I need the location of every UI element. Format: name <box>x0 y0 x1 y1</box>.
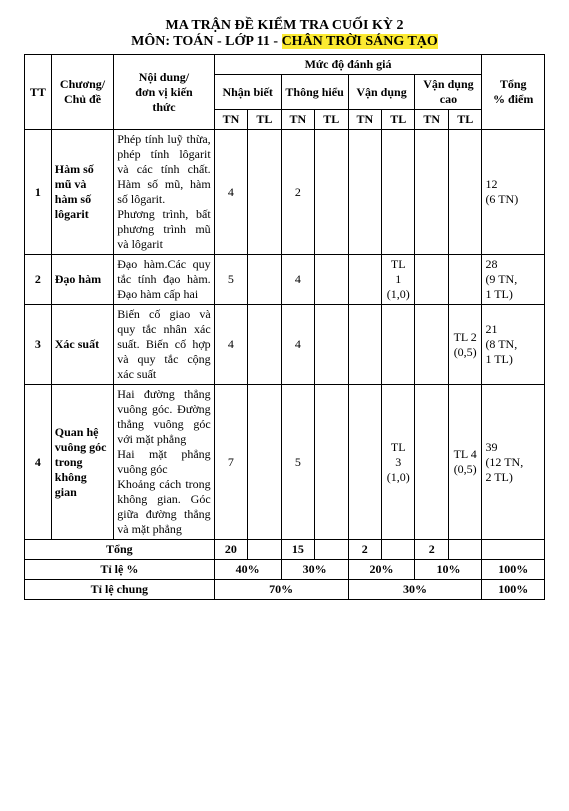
th-level-vd: Vận dụng <box>348 75 415 110</box>
row-tilechung-label: Tỉ lệ chung <box>25 580 215 600</box>
cell-vd-tn <box>348 130 381 255</box>
tot-blank <box>482 540 545 560</box>
cell-tt: 2 <box>25 255 52 305</box>
cell-vdc-tl: TL 2(0,5) <box>448 305 481 385</box>
tot-th-tl <box>315 540 348 560</box>
cell-th-tn: 4 <box>281 305 314 385</box>
row-tong-label: Tổng <box>25 540 215 560</box>
cell-vdc-tn <box>415 255 448 305</box>
cell-nb-tl <box>248 305 281 385</box>
cell-vdc-tl <box>448 130 481 255</box>
table-row: 4Quan hệ vuông góc trong không gianHai đ… <box>25 385 545 540</box>
th-noidung: Nội dung/đơn vị kiếnthức <box>114 55 214 130</box>
cell-tong: 12(6 TN) <box>482 130 545 255</box>
pct-nb: 40% <box>214 560 281 580</box>
chung-left: 70% <box>214 580 348 600</box>
cell-chude: Đạo hàm <box>51 255 113 305</box>
cell-tt: 4 <box>25 385 52 540</box>
cell-nb-tl <box>248 130 281 255</box>
cell-nb-tl <box>248 255 281 305</box>
cell-nb-tl <box>248 385 281 540</box>
pct-tong: 100% <box>482 560 545 580</box>
th-level-th: Thông hiểu <box>281 75 348 110</box>
cell-th-tn: 2 <box>281 130 314 255</box>
cell-vd-tn <box>348 385 381 540</box>
chung-right: 30% <box>348 580 482 600</box>
cell-tong: 21(8 TN,1 TL) <box>482 305 545 385</box>
cell-nb-tn: 4 <box>214 305 247 385</box>
tot-nb-tl <box>248 540 281 560</box>
th-vdc-tn: TN <box>415 110 448 130</box>
table-row: 2Đạo hàmĐạo hàm.Các quy tắc tính đạo hàm… <box>25 255 545 305</box>
tot-vd-tl <box>382 540 415 560</box>
cell-vdc-tn <box>415 130 448 255</box>
cell-tt: 3 <box>25 305 52 385</box>
cell-vd-tl <box>382 305 415 385</box>
cell-noidung: Biến cố giao và quy tắc nhân xác suất. B… <box>114 305 214 385</box>
cell-tong: 39(12 TN,2 TL) <box>482 385 545 540</box>
cell-vdc-tn <box>415 305 448 385</box>
cell-nb-tn: 4 <box>214 130 247 255</box>
cell-nb-tn: 5 <box>214 255 247 305</box>
cell-th-tl <box>315 255 348 305</box>
cell-vd-tl: TL3(1,0) <box>382 385 415 540</box>
cell-th-tl <box>315 305 348 385</box>
th-th-tl: TL <box>315 110 348 130</box>
cell-vd-tn <box>348 305 381 385</box>
cell-th-tl <box>315 130 348 255</box>
table-row: 3Xác suấtBiến cố giao và quy tắc nhân xá… <box>25 305 545 385</box>
th-level-nb: Nhận biết <box>214 75 281 110</box>
table-row: 1Hàm số mũ và hàm số lôgaritPhép tính lu… <box>25 130 545 255</box>
title-line-2-highlight: CHÂN TRỜI SÁNG TẠO <box>282 34 438 49</box>
tot-vdc-tn: 2 <box>415 540 448 560</box>
title-line-2-pre: MÔN: TOÁN - LỚP 11 - <box>131 34 281 49</box>
pct-th: 30% <box>281 560 348 580</box>
pct-vdc: 10% <box>415 560 482 580</box>
th-nb-tn: TN <box>214 110 247 130</box>
cell-vdc-tl <box>448 255 481 305</box>
th-vd-tl: TL <box>382 110 415 130</box>
cell-th-tl <box>315 385 348 540</box>
chung-tong: 100% <box>482 580 545 600</box>
title-line-2: MÔN: TOÁN - LỚP 11 - CHÂN TRỜI SÁNG TẠO <box>24 34 545 50</box>
row-tile-label: Tỉ lệ % <box>25 560 215 580</box>
cell-noidung: Đạo hàm.Các quy tắc tính đạo hàm. Đạo hà… <box>114 255 214 305</box>
cell-tt: 1 <box>25 130 52 255</box>
th-vdc-tl: TL <box>448 110 481 130</box>
pct-vd: 20% <box>348 560 415 580</box>
cell-chude: Quan hệ vuông góc trong không gian <box>51 385 113 540</box>
cell-noidung: Phép tính luỹ thừa, phép tính lôgarit và… <box>114 130 214 255</box>
th-tt: TT <box>25 55 52 130</box>
cell-tong: 28(9 TN,1 TL) <box>482 255 545 305</box>
tot-nb-tn: 20 <box>214 540 247 560</box>
tot-th-tn: 15 <box>281 540 314 560</box>
th-mucdo: Mức độ đánh giá <box>214 55 482 75</box>
th-vd-tn: TN <box>348 110 381 130</box>
cell-th-tn: 5 <box>281 385 314 540</box>
tot-vdc-tl <box>448 540 481 560</box>
cell-vdc-tl: TL 4(0,5) <box>448 385 481 540</box>
cell-vd-tl <box>382 130 415 255</box>
title-line-1: MA TRẬN ĐỀ KIỂM TRA CUỐI KỲ 2 <box>24 18 545 34</box>
cell-vd-tn <box>348 255 381 305</box>
cell-noidung: Hai đường thẳng vuông góc. Đường thẳng v… <box>114 385 214 540</box>
th-th-tn: TN <box>281 110 314 130</box>
th-level-vdc: Vận dụng cao <box>415 75 482 110</box>
matrix-table: TT Chương/Chủ đề Nội dung/đơn vị kiếnthứ… <box>24 54 545 600</box>
th-tong: Tổng% điểm <box>482 55 545 130</box>
cell-nb-tn: 7 <box>214 385 247 540</box>
cell-th-tn: 4 <box>281 255 314 305</box>
th-chuong: Chương/Chủ đề <box>51 55 113 130</box>
cell-vdc-tn <box>415 385 448 540</box>
cell-chude: Hàm số mũ và hàm số lôgarit <box>51 130 113 255</box>
tot-vd-tn: 2 <box>348 540 381 560</box>
th-nb-tl: TL <box>248 110 281 130</box>
cell-chude: Xác suất <box>51 305 113 385</box>
cell-vd-tl: TL1(1,0) <box>382 255 415 305</box>
page-title: MA TRẬN ĐỀ KIỂM TRA CUỐI KỲ 2 MÔN: TOÁN … <box>24 18 545 50</box>
